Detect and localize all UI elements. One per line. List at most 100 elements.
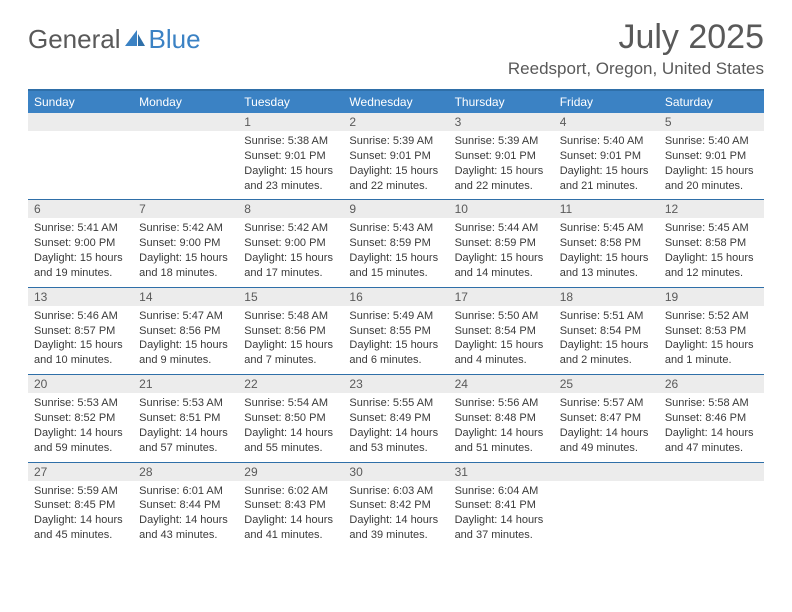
day-details: Sunrise: 5:44 AMSunset: 8:59 PMDaylight:…	[449, 218, 554, 286]
day-cell: 19Sunrise: 5:52 AMSunset: 8:53 PMDayligh…	[659, 288, 764, 374]
day-number: 28	[133, 463, 238, 481]
weekday-header-row: SundayMondayTuesdayWednesdayThursdayFrid…	[28, 91, 764, 113]
day-cell	[659, 463, 764, 549]
day-cell: 1Sunrise: 5:38 AMSunset: 9:01 PMDaylight…	[238, 113, 343, 199]
week-row: 13Sunrise: 5:46 AMSunset: 8:57 PMDayligh…	[28, 287, 764, 374]
day-cell: 7Sunrise: 5:42 AMSunset: 9:00 PMDaylight…	[133, 200, 238, 286]
day-details: Sunrise: 5:50 AMSunset: 8:54 PMDaylight:…	[449, 306, 554, 374]
day-cell: 23Sunrise: 5:55 AMSunset: 8:49 PMDayligh…	[343, 375, 448, 461]
day-details: Sunrise: 5:45 AMSunset: 8:58 PMDaylight:…	[554, 218, 659, 286]
day-cell: 20Sunrise: 5:53 AMSunset: 8:52 PMDayligh…	[28, 375, 133, 461]
day-cell: 18Sunrise: 5:51 AMSunset: 8:54 PMDayligh…	[554, 288, 659, 374]
logo: General Blue	[28, 24, 201, 55]
day-number: 13	[28, 288, 133, 306]
day-details: Sunrise: 5:41 AMSunset: 9:00 PMDaylight:…	[28, 218, 133, 286]
day-number: 9	[343, 200, 448, 218]
day-cell: 13Sunrise: 5:46 AMSunset: 8:57 PMDayligh…	[28, 288, 133, 374]
day-number: 6	[28, 200, 133, 218]
day-number: 1	[238, 113, 343, 131]
day-details: Sunrise: 5:39 AMSunset: 9:01 PMDaylight:…	[343, 131, 448, 199]
day-number	[133, 113, 238, 131]
day-details: Sunrise: 6:02 AMSunset: 8:43 PMDaylight:…	[238, 481, 343, 549]
day-number: 14	[133, 288, 238, 306]
day-number: 25	[554, 375, 659, 393]
day-number: 10	[449, 200, 554, 218]
day-number: 22	[238, 375, 343, 393]
day-cell: 14Sunrise: 5:47 AMSunset: 8:56 PMDayligh…	[133, 288, 238, 374]
weekday-cell: Wednesday	[343, 91, 448, 113]
day-number: 21	[133, 375, 238, 393]
day-details: Sunrise: 5:39 AMSunset: 9:01 PMDaylight:…	[449, 131, 554, 199]
week-row: 27Sunrise: 5:59 AMSunset: 8:45 PMDayligh…	[28, 462, 764, 549]
location: Reedsport, Oregon, United States	[508, 59, 764, 79]
calendar: SundayMondayTuesdayWednesdayThursdayFrid…	[28, 89, 764, 549]
day-cell: 17Sunrise: 5:50 AMSunset: 8:54 PMDayligh…	[449, 288, 554, 374]
weekday-cell: Saturday	[659, 91, 764, 113]
week-row: 20Sunrise: 5:53 AMSunset: 8:52 PMDayligh…	[28, 374, 764, 461]
day-details: Sunrise: 5:49 AMSunset: 8:55 PMDaylight:…	[343, 306, 448, 374]
day-number: 8	[238, 200, 343, 218]
day-number: 12	[659, 200, 764, 218]
day-details: Sunrise: 5:55 AMSunset: 8:49 PMDaylight:…	[343, 393, 448, 461]
day-details: Sunrise: 5:52 AMSunset: 8:53 PMDaylight:…	[659, 306, 764, 374]
day-cell: 10Sunrise: 5:44 AMSunset: 8:59 PMDayligh…	[449, 200, 554, 286]
day-details: Sunrise: 5:53 AMSunset: 8:51 PMDaylight:…	[133, 393, 238, 461]
day-details: Sunrise: 5:43 AMSunset: 8:59 PMDaylight:…	[343, 218, 448, 286]
day-number: 17	[449, 288, 554, 306]
day-number: 19	[659, 288, 764, 306]
day-details: Sunrise: 5:58 AMSunset: 8:46 PMDaylight:…	[659, 393, 764, 461]
day-number: 15	[238, 288, 343, 306]
week-row: 6Sunrise: 5:41 AMSunset: 9:00 PMDaylight…	[28, 199, 764, 286]
day-cell: 9Sunrise: 5:43 AMSunset: 8:59 PMDaylight…	[343, 200, 448, 286]
day-cell: 27Sunrise: 5:59 AMSunset: 8:45 PMDayligh…	[28, 463, 133, 549]
day-cell	[28, 113, 133, 199]
day-details: Sunrise: 5:51 AMSunset: 8:54 PMDaylight:…	[554, 306, 659, 374]
day-cell: 11Sunrise: 5:45 AMSunset: 8:58 PMDayligh…	[554, 200, 659, 286]
day-cell: 4Sunrise: 5:40 AMSunset: 9:01 PMDaylight…	[554, 113, 659, 199]
day-details: Sunrise: 6:03 AMSunset: 8:42 PMDaylight:…	[343, 481, 448, 549]
logo-sail-icon	[123, 24, 147, 55]
day-number: 30	[343, 463, 448, 481]
day-details: Sunrise: 5:53 AMSunset: 8:52 PMDaylight:…	[28, 393, 133, 461]
day-cell: 6Sunrise: 5:41 AMSunset: 9:00 PMDaylight…	[28, 200, 133, 286]
header: General Blue July 2025 Reedsport, Oregon…	[28, 18, 764, 79]
weekday-cell: Tuesday	[238, 91, 343, 113]
day-number	[28, 113, 133, 131]
day-details: Sunrise: 5:42 AMSunset: 9:00 PMDaylight:…	[133, 218, 238, 286]
day-cell: 12Sunrise: 5:45 AMSunset: 8:58 PMDayligh…	[659, 200, 764, 286]
day-number: 5	[659, 113, 764, 131]
logo-word1: General	[28, 24, 121, 55]
day-details: Sunrise: 5:46 AMSunset: 8:57 PMDaylight:…	[28, 306, 133, 374]
day-cell: 22Sunrise: 5:54 AMSunset: 8:50 PMDayligh…	[238, 375, 343, 461]
day-number: 3	[449, 113, 554, 131]
day-cell	[554, 463, 659, 549]
day-cell: 15Sunrise: 5:48 AMSunset: 8:56 PMDayligh…	[238, 288, 343, 374]
day-number: 2	[343, 113, 448, 131]
day-cell: 24Sunrise: 5:56 AMSunset: 8:48 PMDayligh…	[449, 375, 554, 461]
day-details: Sunrise: 5:59 AMSunset: 8:45 PMDaylight:…	[28, 481, 133, 549]
day-number: 16	[343, 288, 448, 306]
day-details: Sunrise: 5:45 AMSunset: 8:58 PMDaylight:…	[659, 218, 764, 286]
day-details: Sunrise: 5:57 AMSunset: 8:47 PMDaylight:…	[554, 393, 659, 461]
day-number: 7	[133, 200, 238, 218]
day-cell: 29Sunrise: 6:02 AMSunset: 8:43 PMDayligh…	[238, 463, 343, 549]
day-number	[554, 463, 659, 481]
day-number: 23	[343, 375, 448, 393]
day-cell: 25Sunrise: 5:57 AMSunset: 8:47 PMDayligh…	[554, 375, 659, 461]
weekday-cell: Friday	[554, 91, 659, 113]
day-number: 31	[449, 463, 554, 481]
day-cell: 2Sunrise: 5:39 AMSunset: 9:01 PMDaylight…	[343, 113, 448, 199]
day-details: Sunrise: 5:38 AMSunset: 9:01 PMDaylight:…	[238, 131, 343, 199]
day-details: Sunrise: 5:40 AMSunset: 9:01 PMDaylight:…	[554, 131, 659, 199]
day-details: Sunrise: 5:54 AMSunset: 8:50 PMDaylight:…	[238, 393, 343, 461]
day-cell: 8Sunrise: 5:42 AMSunset: 9:00 PMDaylight…	[238, 200, 343, 286]
day-cell: 26Sunrise: 5:58 AMSunset: 8:46 PMDayligh…	[659, 375, 764, 461]
day-number: 18	[554, 288, 659, 306]
day-details: Sunrise: 5:48 AMSunset: 8:56 PMDaylight:…	[238, 306, 343, 374]
day-number: 4	[554, 113, 659, 131]
weekday-cell: Monday	[133, 91, 238, 113]
logo-word2: Blue	[149, 24, 201, 55]
day-cell: 3Sunrise: 5:39 AMSunset: 9:01 PMDaylight…	[449, 113, 554, 199]
day-number: 26	[659, 375, 764, 393]
weekday-cell: Sunday	[28, 91, 133, 113]
